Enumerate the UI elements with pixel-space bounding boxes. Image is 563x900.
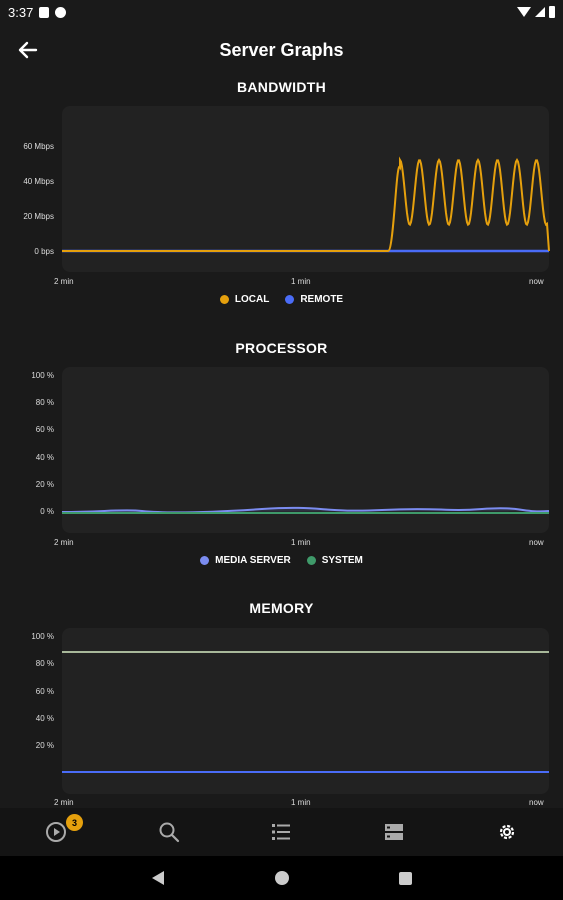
memory-chart <box>62 628 549 794</box>
legend-dot <box>219 295 229 304</box>
cpu-ytick: 0 % <box>40 507 54 516</box>
memory-plot <box>62 651 549 773</box>
system-back-button[interactable] <box>146 866 170 890</box>
bw-ytick: 60 Mbps <box>23 142 54 151</box>
status-time: 3:37 <box>8 4 34 20</box>
bandwidth-legend: LOCAL REMOTE <box>0 294 563 305</box>
mem-xtick: now <box>529 798 544 807</box>
legend-label: MEDIA SERVER <box>215 555 291 566</box>
cpu-xtick: now <box>529 538 544 547</box>
cpu-ytick: 80 % <box>35 398 54 407</box>
legend-system[interactable]: SYSTEM <box>306 555 363 566</box>
legend-media-server[interactable]: MEDIA SERVER <box>200 555 291 566</box>
legend-label: SYSTEM <box>321 555 363 566</box>
processor-media-server-line <box>61 506 550 514</box>
cpu-ytick: 100 % <box>31 371 54 380</box>
legend-local[interactable]: LOCAL <box>219 294 270 305</box>
arrow-left-icon <box>18 41 38 59</box>
legend-dot <box>200 556 210 565</box>
mem-ytick: 60 % <box>35 687 54 696</box>
server-icon <box>385 824 404 840</box>
mem-ytick: 40 % <box>35 714 54 723</box>
gear-icon <box>499 824 514 840</box>
bw-ytick: 40 Mbps <box>23 177 54 186</box>
system-nav-bar <box>0 856 563 900</box>
play-circle-icon <box>46 822 67 842</box>
system-home-button[interactable] <box>270 866 294 890</box>
square-recents-icon <box>399 871 412 885</box>
wifi-icon <box>517 7 531 17</box>
notification-icon <box>39 6 50 18</box>
cpu-ytick: 40 % <box>35 453 54 462</box>
app-bar: Server Graphs <box>0 24 563 76</box>
nav-servers[interactable] <box>338 808 451 856</box>
processor-title: PROCESSOR <box>235 340 328 356</box>
mem-ytick: 80 % <box>35 659 54 668</box>
nav-list[interactable] <box>225 808 338 856</box>
nav-search[interactable] <box>113 808 226 856</box>
bw-ytick: 0 bps <box>34 247 54 256</box>
battery-icon <box>549 6 555 18</box>
page-title: Server Graphs <box>219 39 344 60</box>
bandwidth-plot <box>62 156 550 253</box>
legend-label: REMOTE <box>300 294 344 305</box>
mem-ytick: 20 % <box>35 741 54 750</box>
bw-xtick: 1 min <box>291 277 311 286</box>
bandwidth-local-line <box>62 156 550 252</box>
mem-xtick: 1 min <box>291 798 311 807</box>
nav-settings[interactable] <box>450 808 563 856</box>
bw-xtick: 2 min <box>54 277 74 286</box>
legend-remote[interactable]: REMOTE <box>285 294 343 305</box>
status-bar: 3:37 <box>0 0 563 24</box>
back-button[interactable] <box>12 34 44 66</box>
circle-home-icon <box>274 871 289 885</box>
mem-ytick: 100 % <box>31 632 54 641</box>
cpu-xtick: 2 min <box>54 538 74 547</box>
cpu-xtick: 1 min <box>291 538 311 547</box>
legend-dot <box>306 556 316 565</box>
processor-plot <box>61 506 550 514</box>
system-recents-button[interactable] <box>394 866 418 890</box>
bw-ytick: 20 Mbps <box>23 212 54 221</box>
list-icon <box>272 824 291 840</box>
memory-title: MEMORY <box>249 600 314 616</box>
bw-xtick: now <box>529 277 544 286</box>
cpu-ytick: 20 % <box>35 480 54 489</box>
activity-badge: 3 <box>66 814 83 831</box>
cpu-ytick: 60 % <box>35 425 54 434</box>
processor-chart <box>61 367 550 533</box>
bottom-nav: 3 <box>0 808 563 856</box>
legend-label: LOCAL <box>234 294 270 305</box>
search-icon <box>159 822 179 843</box>
bandwidth-title: BANDWIDTH <box>236 79 327 95</box>
triangle-back-icon <box>151 871 164 885</box>
legend-dot <box>285 295 295 304</box>
nav-now-playing[interactable]: 3 <box>0 808 113 856</box>
plex-status-icon <box>55 6 67 18</box>
signal-icon <box>535 7 545 17</box>
bandwidth-chart <box>62 106 550 272</box>
processor-legend: MEDIA SERVER SYSTEM <box>0 555 563 566</box>
mem-xtick: 2 min <box>54 798 74 807</box>
